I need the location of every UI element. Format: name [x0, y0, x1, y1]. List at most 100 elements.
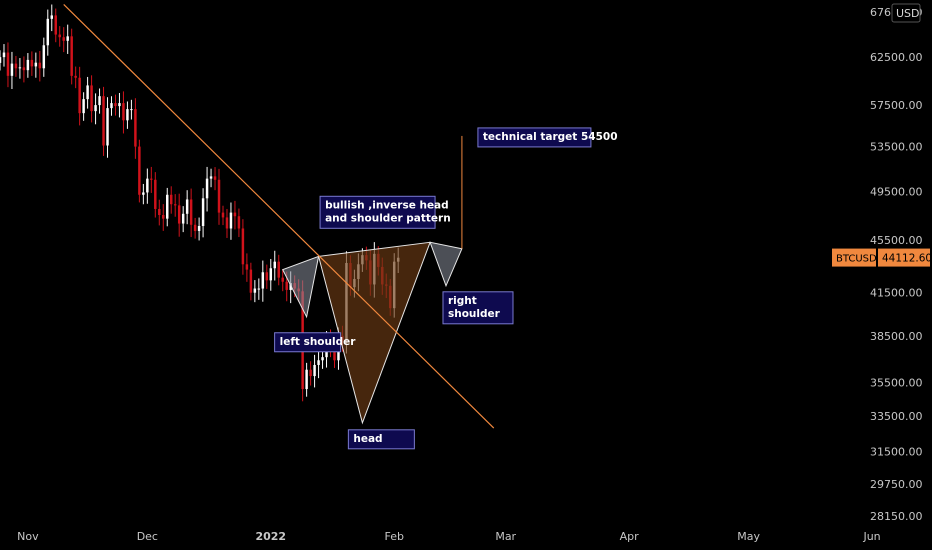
candle-body — [305, 369, 308, 390]
candle-body — [189, 199, 193, 225]
time-axis[interactable]: Nov Dec 2022 Feb Mar Apr May Jun — [17, 530, 881, 543]
candle-body — [213, 176, 217, 180]
candle-body — [197, 226, 201, 231]
candle-body — [10, 63, 14, 76]
candle-body — [265, 272, 269, 281]
candle-body — [261, 272, 265, 289]
candle-body — [58, 34, 61, 38]
candle-body — [78, 77, 81, 114]
candle-body — [146, 178, 149, 193]
candle-body — [74, 75, 77, 78]
candle-body — [50, 15, 54, 19]
candle-body — [18, 67, 22, 69]
candle-body — [269, 268, 273, 281]
annotation-box — [274, 332, 342, 353]
annotations-layer: technical target 54500 bullish ,inverse h… — [274, 127, 618, 450]
candle-body — [94, 105, 97, 112]
annotation-box — [477, 127, 592, 148]
annotation-box — [442, 291, 514, 325]
candle-body — [6, 52, 10, 76]
candle-body — [98, 96, 101, 106]
y-tick-label: 35500.00 — [870, 377, 923, 390]
candle-body — [110, 103, 113, 109]
annotation-text: technical target 54500 — [483, 131, 618, 143]
candle-body — [130, 109, 133, 111]
last-price-tag: 44112.60 — [878, 248, 932, 267]
currency-badge[interactable]: USD — [891, 3, 921, 23]
trendline-layer — [63, 3, 495, 429]
symbol-label: BTCUSD — [836, 254, 877, 265]
candle-body — [209, 176, 213, 179]
candle-body — [225, 217, 229, 229]
annotation-text: bullish ,inverse head — [325, 199, 449, 211]
annotation-text: head — [353, 433, 382, 445]
annotation-box — [319, 195, 436, 229]
candle-body — [173, 204, 177, 206]
annotation-text: left shoulder — [280, 336, 357, 348]
candle-body — [277, 261, 280, 278]
candle-body — [158, 208, 161, 216]
candle-body — [257, 288, 261, 290]
candle-body — [169, 194, 173, 205]
candle-body — [122, 103, 125, 121]
candle-body — [42, 45, 46, 69]
candle-body — [166, 194, 169, 219]
candle-body — [66, 36, 69, 41]
annotation-box — [347, 429, 415, 450]
downtrend-line[interactable] — [63, 3, 495, 429]
candle-body — [82, 99, 85, 114]
y-tick-label: 29750.00 — [870, 478, 923, 491]
candle-body — [62, 37, 65, 41]
annotation-label[interactable]: technical target 54500 — [477, 127, 618, 148]
candle-body — [126, 109, 129, 121]
candle-body — [14, 63, 18, 69]
candle-body — [201, 198, 205, 227]
y-tick-label: 62500.00 — [870, 51, 923, 64]
last-price-label: 44112.60 — [882, 253, 932, 265]
candle-body — [26, 59, 30, 71]
y-tick-label: 28150.00 — [870, 510, 923, 523]
candle-body — [237, 216, 241, 229]
candle-body — [177, 205, 181, 224]
x-tick-label: Nov — [17, 530, 39, 543]
currency-label: USD — [896, 7, 920, 20]
annotation-label[interactable]: left shoulder — [274, 332, 357, 353]
left-shoulder-shape — [282, 255, 320, 319]
candle-body — [273, 261, 276, 269]
candle-body — [217, 179, 221, 213]
currency-badge-box — [891, 3, 921, 23]
x-tick-label: 2022 — [255, 530, 286, 543]
annotation-text: and shoulder pattern — [325, 212, 451, 224]
candle-body — [30, 59, 34, 67]
candle-body — [86, 85, 89, 100]
y-tick-label: 53500.00 — [870, 141, 923, 154]
x-tick-label: Feb — [384, 530, 403, 543]
annotation-label[interactable]: head — [347, 429, 415, 450]
candle-body — [142, 192, 145, 195]
candle-body — [321, 357, 324, 361]
y-tick-label: 45500.00 — [870, 234, 923, 247]
candle-body — [205, 178, 209, 199]
candle-body — [34, 62, 38, 67]
candle-body — [193, 224, 197, 231]
candle-body — [253, 288, 257, 293]
candle-body — [233, 212, 237, 217]
price-tag-layer: BTCUSD 44112.60 — [832, 248, 932, 267]
candle-body — [313, 364, 316, 377]
y-tick-label: 31500.00 — [870, 445, 923, 458]
x-tick-label: Apr — [620, 530, 640, 543]
candle-body — [333, 344, 336, 361]
candle-body — [229, 212, 233, 229]
candle-body — [54, 15, 57, 35]
candle-body — [285, 281, 288, 290]
symbol-tag-box — [832, 248, 876, 267]
candle-body — [70, 36, 73, 76]
price-axis[interactable]: 67600.0062500.0057500.0053500.0049500.00… — [870, 3, 923, 523]
candle-body — [317, 360, 320, 365]
x-tick-label: May — [737, 530, 760, 543]
candle-body — [106, 108, 109, 146]
